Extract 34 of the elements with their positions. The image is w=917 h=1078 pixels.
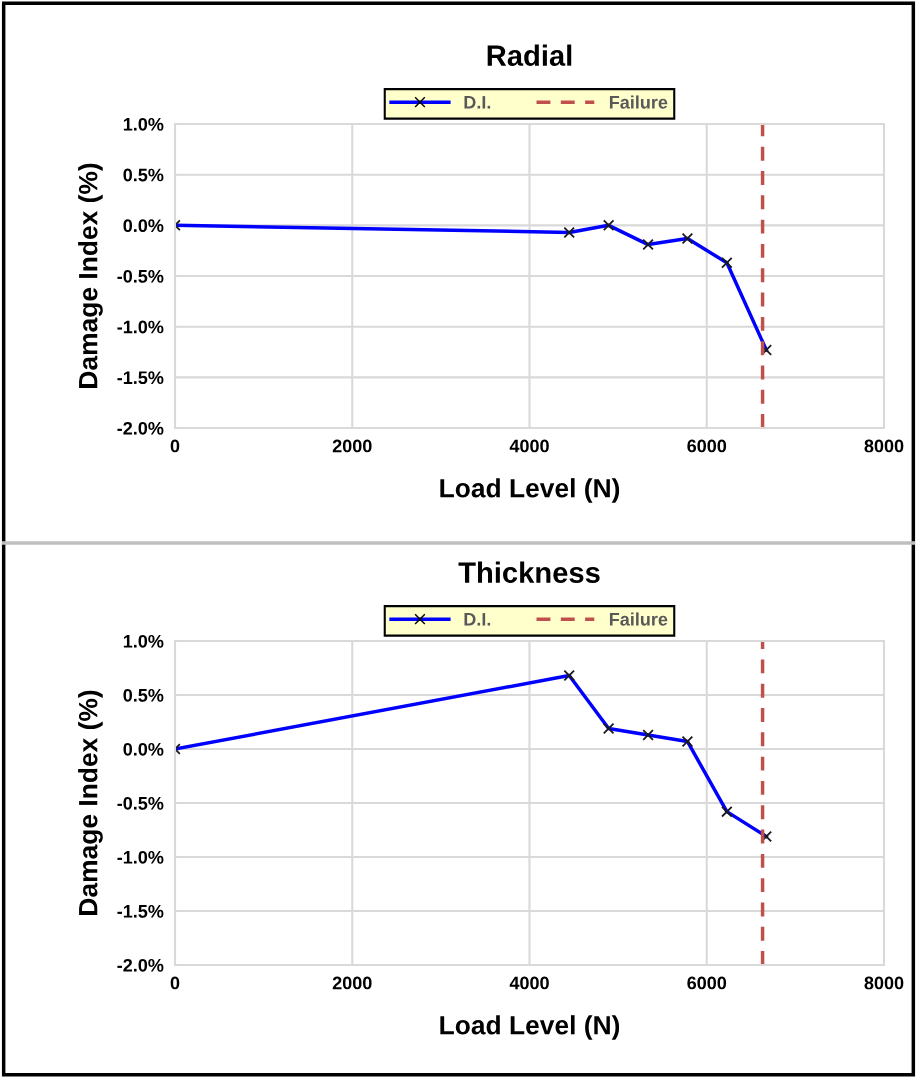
legend-label: D.I. <box>464 613 491 626</box>
x-tick-label: 8000 <box>864 439 904 453</box>
x-tick-label: 2000 <box>332 976 372 990</box>
y-tick-label: 0.0% <box>123 219 164 233</box>
x-axis-title: Load Level (N) <box>440 478 620 503</box>
y-tick-label: -1.5% <box>117 904 164 918</box>
y-tick-label: -2.0% <box>117 421 164 435</box>
x-tick-label: 6000 <box>687 439 727 453</box>
y-tick-label: 1.0% <box>123 634 164 648</box>
x-tick-label: 0 <box>170 439 180 453</box>
x-axis-title: Load Level (N) <box>440 1015 620 1040</box>
y-tick-label: 0.0% <box>123 742 164 756</box>
y-tick-label: 0.5% <box>123 688 164 702</box>
legend-label: Failure <box>609 95 668 109</box>
chart-title: Radial <box>487 44 572 66</box>
x-tick-label: 4000 <box>509 439 549 453</box>
y-axis-title: Damage Index (%) <box>78 163 103 388</box>
x-tick-label: 8000 <box>864 976 904 990</box>
y-axis-title: Damage Index (%) <box>78 690 103 915</box>
y-tick-label: -1.0% <box>117 320 164 334</box>
y-tick-label: -1.0% <box>117 850 164 864</box>
y-tick-label: -2.0% <box>117 958 164 972</box>
legend-label: Failure <box>609 612 668 626</box>
x-tick-label: 2000 <box>332 439 372 453</box>
y-tick-label: -0.5% <box>117 269 164 283</box>
x-tick-label: 4000 <box>509 976 549 990</box>
x-tick-label: 6000 <box>687 976 727 990</box>
legend-label: D.I. <box>464 96 491 109</box>
y-tick-label: -0.5% <box>117 796 164 810</box>
y-tick-label: 1.0% <box>123 117 164 131</box>
x-tick-label: 0 <box>170 976 180 990</box>
y-tick-label: -1.5% <box>117 371 164 385</box>
chart-title: Thickness <box>458 561 600 583</box>
y-tick-label: 0.5% <box>123 168 164 182</box>
